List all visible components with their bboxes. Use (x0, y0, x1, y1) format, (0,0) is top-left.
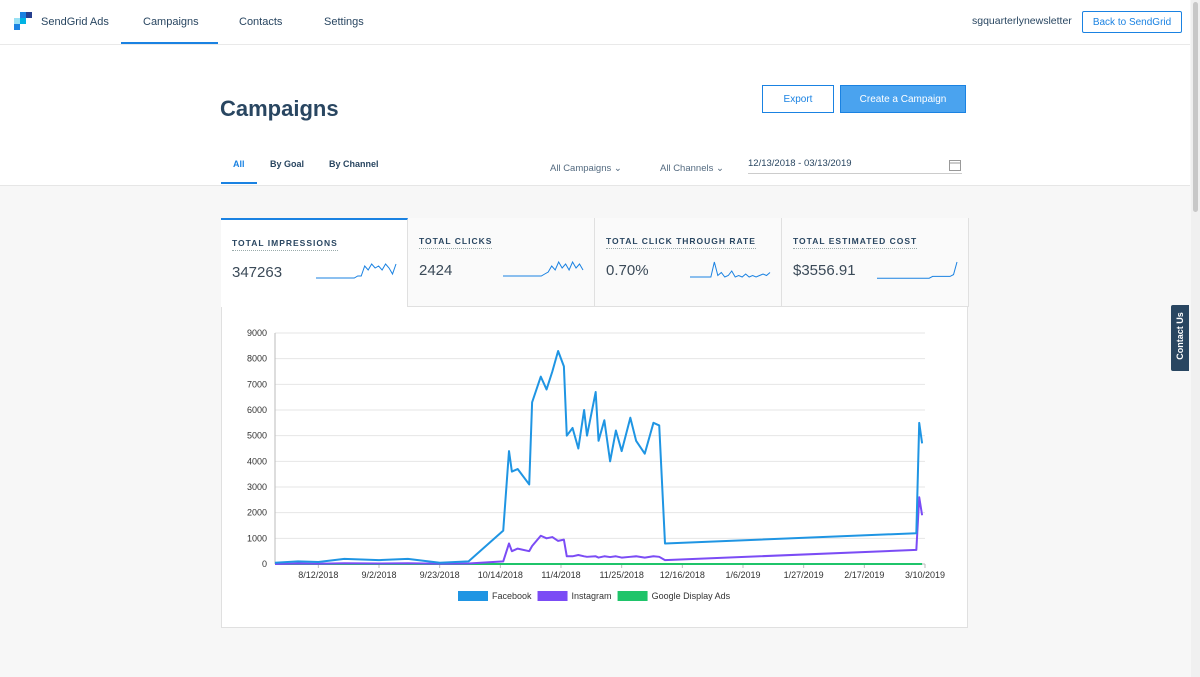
stat-tile[interactable]: TOTAL ESTIMATED COST $3556.91 (782, 218, 969, 307)
stat-value: 2424 (419, 262, 453, 279)
stat-tile[interactable]: TOTAL IMPRESSIONS 347263 (221, 218, 408, 307)
scrollbar (1191, 0, 1200, 677)
y-tick-label: 7000 (247, 379, 267, 389)
tab[interactable]: By Channel (329, 159, 379, 169)
logo (14, 12, 32, 30)
y-tick-label: 5000 (247, 431, 267, 441)
sparkline-line (503, 260, 584, 277)
sparkline-line (877, 261, 958, 279)
y-tick-label: 0 (262, 559, 267, 569)
campaign-filter[interactable]: All Campaigns ⌄ (550, 163, 622, 174)
x-tick-label: 2/17/2019 (844, 570, 884, 580)
account-name[interactable]: sgquarterlynewsletter (972, 15, 1072, 27)
series-line (274, 496, 924, 565)
tab[interactable]: All (233, 159, 245, 169)
date-text: 12/13/2018 - 03/13/2019 (748, 158, 852, 169)
chart: 0 1000 2000 3000 4000 5000 6000 7000 8000 9000 8/1… (247, 328, 945, 601)
x-tick-label: 11/25/2018 (599, 570, 643, 580)
legend-swatch (617, 591, 648, 601)
scroll-thumb (1193, 2, 1198, 212)
y-tick-label: 6000 (247, 405, 267, 415)
legend-label: Instagram (572, 591, 612, 601)
stat-label: TOTAL ESTIMATED COST (793, 236, 918, 249)
x-tick-label: 9/23/2018 (420, 570, 460, 580)
series-line (274, 349, 924, 564)
stat-tile[interactable]: TOTAL CLICKS 2424 (408, 218, 595, 307)
tab[interactable]: By Goal (270, 159, 305, 169)
back-button[interactable]: Back to SendGrid (1082, 11, 1182, 33)
calendar-icon (949, 160, 961, 171)
stat-value: $3556.91 (793, 262, 856, 279)
stat-label: TOTAL CLICKS (419, 236, 493, 249)
channel-filter[interactable]: All Channels ⌄ (660, 163, 724, 174)
y-tick-label: 4000 (247, 456, 267, 466)
contact-tab[interactable]: Contact Us (1171, 305, 1189, 371)
legend-swatch (458, 591, 488, 601)
legend-item[interactable]: Facebook (458, 591, 532, 601)
legend-item[interactable]: Instagram (537, 591, 612, 601)
legend-item[interactable]: Google Display Ads (617, 591, 731, 601)
x-tick-label: 9/2/2018 (361, 570, 396, 580)
legend-label: Google Display Ads (652, 591, 731, 601)
page-title: Campaigns (220, 96, 339, 121)
y-tick-label: 3000 (247, 482, 267, 492)
y-tick-label: 1000 (247, 533, 267, 543)
stat-tile[interactable]: TOTAL CLICK THROUGH RATE 0.70% (595, 218, 782, 307)
stat-value: 347263 (232, 264, 283, 281)
x-tick-label: 12/16/2018 (660, 570, 705, 580)
header-area (0, 0, 1190, 186)
sparkline (877, 261, 958, 279)
date-range[interactable]: 12/13/2018 - 03/13/2019 (748, 158, 962, 174)
legend-swatch (537, 591, 568, 601)
nav-link[interactable]: Campaigns (143, 16, 199, 28)
sparkline (690, 261, 771, 278)
x-tick-label: 11/4/2018 (541, 570, 580, 580)
y-tick-label: 9000 (247, 328, 267, 338)
navbar: SendGrid Ads Campaigns Contacts Settings… (0, 0, 1190, 45)
y-tick-label: 8000 (247, 354, 267, 364)
x-tick-label: 1/6/2019 (725, 570, 760, 580)
stat-label: TOTAL IMPRESSIONS (232, 238, 338, 251)
sparkline (503, 260, 584, 277)
sparkline (316, 263, 397, 279)
filter-text: All Channels (660, 163, 714, 174)
x-tick-label: 1/27/2019 (784, 570, 824, 580)
x-tick-label: 10/14/2018 (478, 570, 523, 580)
tab-indicator (221, 182, 257, 184)
export-button[interactable]: Export (762, 85, 834, 113)
y-tick-label: 2000 (247, 508, 267, 518)
sparkline-line (690, 261, 771, 278)
stat-value: 0.70% (606, 262, 649, 279)
create-button[interactable]: Create a Campaign (840, 85, 966, 113)
contact-text: Contact Us (1175, 312, 1185, 360)
nav-link[interactable]: Settings (324, 16, 364, 28)
stat-label: TOTAL CLICK THROUGH RATE (606, 236, 756, 249)
x-tick-label: 3/10/2019 (905, 570, 945, 580)
nav-link[interactable]: Contacts (239, 16, 283, 28)
brand[interactable]: SendGrid Ads (41, 16, 109, 28)
active-indicator (121, 42, 218, 44)
filter-text: All Campaigns (550, 163, 612, 174)
x-tick-label: 8/12/2018 (298, 570, 338, 580)
sparkline-line (316, 263, 397, 279)
legend-label: Facebook (492, 591, 532, 601)
